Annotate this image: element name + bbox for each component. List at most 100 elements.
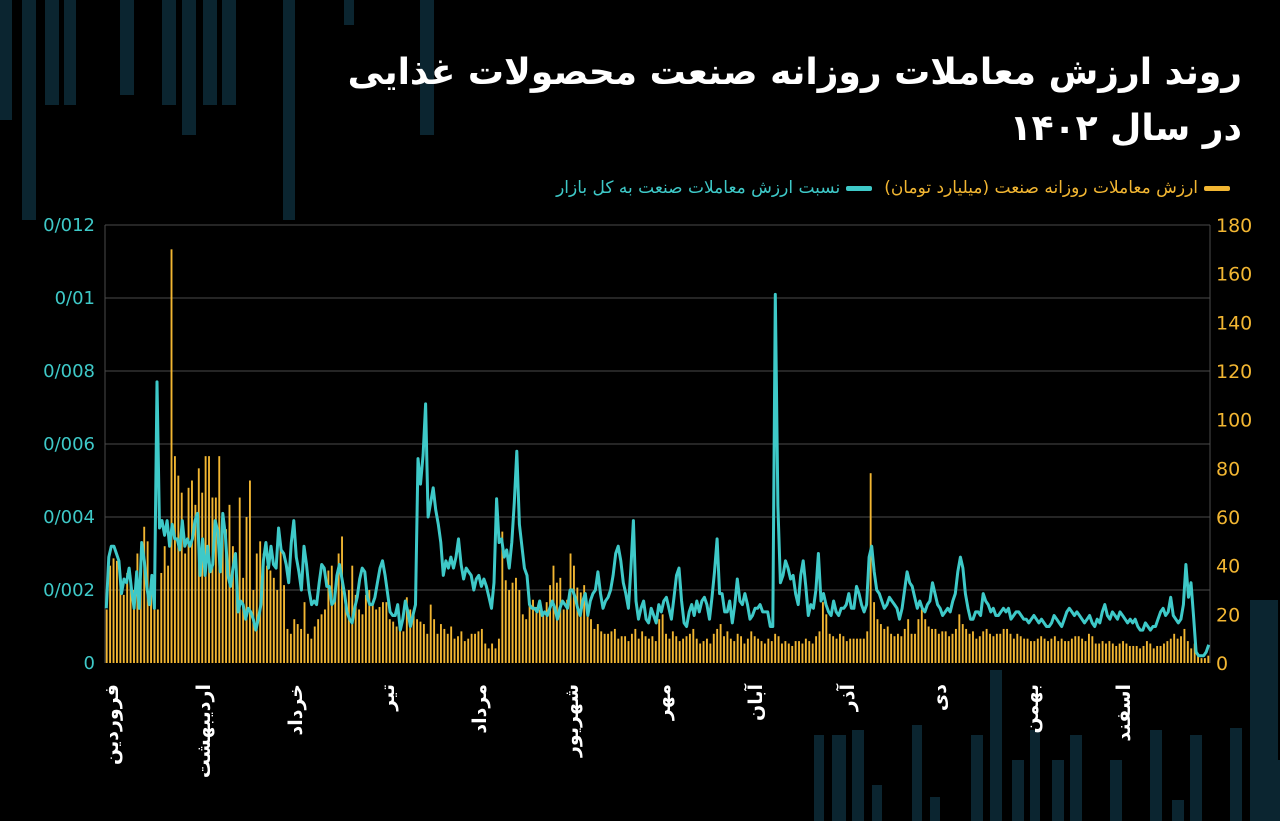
bar-daily-value [422,624,425,663]
bar-daily-value [1053,636,1056,663]
bar-daily-value [552,565,555,663]
deco-bar [222,0,236,105]
deco-bar [930,797,940,821]
bar-daily-value [1077,636,1080,663]
deco-bar [182,0,196,135]
bar-daily-value [225,529,228,663]
bar-daily-value [856,638,858,663]
bar-daily-value [893,636,896,663]
bar-daily-value [787,643,790,663]
bar-daily-value [600,631,603,663]
bar-daily-value [1132,645,1135,663]
bar-daily-value [559,577,562,663]
bar-daily-value [535,607,538,663]
bar-daily-value [371,604,374,663]
bar-daily-value [873,602,876,663]
bar-daily-value [508,590,511,663]
bar-daily-value [187,487,190,663]
deco-bar [1230,728,1242,821]
bar-daily-value [1030,641,1032,663]
bar-daily-value [133,590,135,663]
bar-daily-value [1118,643,1121,663]
deco-bar [162,0,176,105]
bar-daily-value [262,553,265,663]
bar-daily-value [781,643,783,663]
bar-daily-value [1094,643,1097,663]
bar-daily-value [951,633,954,663]
bar-daily-value [750,631,753,663]
bar-daily-value [378,607,381,663]
bar-daily-value [1026,638,1029,663]
bar-daily-value [907,619,910,663]
bar-daily-value [924,619,927,663]
deco-bar [1190,735,1202,821]
month-label: آذر [835,684,859,713]
bar-daily-value [743,643,746,663]
legend-label-bar: ارزش معاملات روزانه صنعت (میلیارد تومان) [884,178,1198,198]
bar-daily-value [293,619,296,663]
bar-daily-value [1128,645,1131,663]
bar-daily-value [436,633,439,663]
deco-bar [283,0,295,220]
bar-daily-value [627,641,630,663]
bar-daily-value [283,585,285,663]
bar-daily-value [774,633,777,663]
left-tick-label: 0 [84,653,95,674]
bar-daily-value [494,648,497,663]
bar-daily-value [569,553,572,663]
bar-daily-value [842,636,845,663]
bar-daily-value [109,565,112,663]
bar-daily-value [1122,641,1124,663]
bar-daily-value [1186,641,1189,663]
deco-bar [1268,760,1280,821]
bar-daily-value [954,628,957,663]
bar-daily-value [276,590,279,663]
bar-daily-value [934,628,937,663]
bar-daily-value [845,641,848,663]
right-tick-label: 0 [1216,653,1228,675]
bar-daily-value [583,585,586,663]
deco-bar [1172,800,1184,821]
bar-daily-value [153,590,156,663]
legend-label-line: نسبت ارزش معاملات صنعت به کل بازار [556,178,841,198]
bar-daily-value [1180,636,1182,663]
bar-daily-value [610,631,613,663]
legend-item-bar: ارزش معاملات روزانه صنعت (میلیارد تومان) [884,178,1230,198]
bar-daily-value [1047,641,1049,663]
bar-daily-value [1060,638,1063,663]
bar-daily-value [736,633,739,663]
bar-daily-value [156,609,159,663]
bar-daily-value [433,619,436,663]
bar-daily-value [1057,641,1060,663]
bar-daily-value [521,614,524,663]
bar-daily-value [1193,643,1196,663]
bar-daily-value [958,614,961,663]
bar-daily-value [1159,645,1162,663]
bar-daily-value [150,592,152,663]
bar-daily-value [671,631,674,663]
bar-daily-value [828,633,831,663]
bar-daily-value [1036,638,1039,663]
bar-daily-value [678,641,681,663]
bar-daily-value [866,631,869,663]
bar-daily-value [985,628,988,663]
bar-daily-value [167,565,170,663]
bar-daily-value [1087,633,1090,663]
bar-daily-value [306,633,309,663]
bar-daily-value [528,604,531,663]
bar-daily-value [603,633,606,663]
bar-daily-value [753,636,756,663]
bar-daily-value [695,638,698,663]
bar-daily-value [801,643,804,663]
bar-daily-value [920,609,923,663]
bar-daily-value [729,638,732,663]
bar-daily-value [163,546,166,663]
left-tick-label: 0/004 [43,507,95,528]
bar-daily-value [852,638,855,663]
right-tick-label: 140 [1216,312,1252,334]
bar-daily-value [1105,643,1107,663]
bar-daily-value [177,475,180,663]
bar-daily-value [1125,643,1128,663]
bar-daily-value [624,636,627,663]
